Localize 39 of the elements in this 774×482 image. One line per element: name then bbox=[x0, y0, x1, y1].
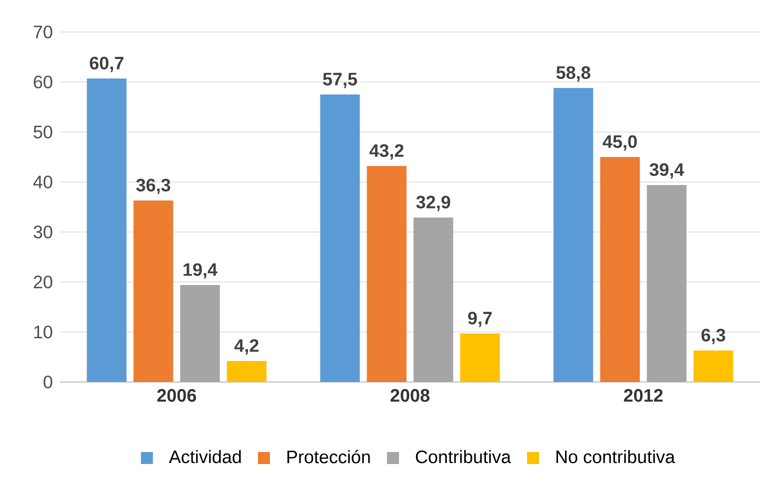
y-tick-label: 30 bbox=[34, 226, 52, 238]
data-label: 19,4 bbox=[184, 263, 218, 279]
bar bbox=[414, 218, 454, 382]
y-tick-label: 40 bbox=[33, 176, 52, 188]
bar bbox=[180, 284, 220, 382]
data-label: 9,7 bbox=[468, 312, 492, 328]
data-label: 43,2 bbox=[369, 144, 404, 160]
y-tick-label: 20 bbox=[34, 276, 52, 288]
bar bbox=[600, 156, 640, 382]
bar bbox=[554, 88, 594, 382]
bar bbox=[460, 333, 500, 382]
legend-label: Protección bbox=[287, 450, 370, 464]
data-label: 6,3 bbox=[701, 328, 726, 344]
data-label: 60,7 bbox=[90, 56, 124, 72]
bar bbox=[86, 78, 127, 382]
bar bbox=[694, 350, 734, 382]
bar bbox=[134, 200, 174, 382]
y-tick-label: 10 bbox=[34, 326, 52, 338]
data-label: 58,8 bbox=[556, 66, 590, 82]
data-label: 32,9 bbox=[416, 196, 450, 212]
legend-label: No contributiva bbox=[556, 450, 676, 464]
bar bbox=[646, 184, 687, 382]
x-tick-label: 2012 bbox=[624, 389, 663, 402]
data-label: 39,4 bbox=[650, 163, 684, 179]
bar bbox=[366, 166, 407, 382]
legend-label: Contributiva bbox=[416, 450, 512, 464]
y-tick-label: 0 bbox=[44, 376, 52, 388]
data-label: 57,5 bbox=[323, 72, 358, 88]
y-tick-label: 60 bbox=[34, 76, 52, 88]
data-label: 45,0 bbox=[602, 135, 637, 151]
x-tick-label: 2006 bbox=[157, 389, 196, 402]
bar bbox=[320, 94, 360, 382]
data-label: 36,3 bbox=[136, 178, 170, 194]
y-tick-label: 70 bbox=[34, 26, 52, 38]
data-label: 4,2 bbox=[234, 339, 258, 355]
bar bbox=[226, 360, 267, 382]
legend-label: Actividad bbox=[168, 450, 241, 464]
x-tick-label: 2008 bbox=[390, 389, 430, 402]
y-tick-label: 50 bbox=[34, 126, 52, 138]
